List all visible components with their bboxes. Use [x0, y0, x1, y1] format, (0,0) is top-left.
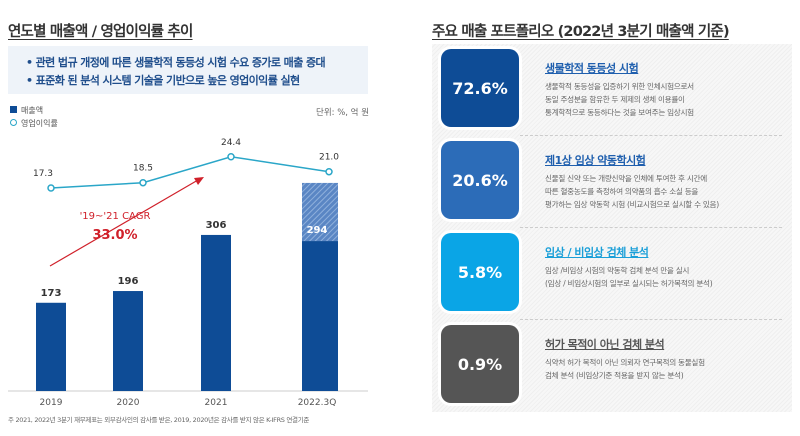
line-label: 21.0 [319, 153, 339, 163]
bar-label: 306 [206, 220, 227, 231]
margin-line [50, 155, 330, 189]
line-point [47, 184, 55, 192]
left-title: 연도별 매출액 / 영업이익률 추이 [8, 24, 193, 40]
item-title[interactable]: 제1상 임상 약동학시험 [545, 154, 646, 167]
desc-line: 동일 주성분을 함유한 두 제제의 생체 이용률이 [545, 95, 685, 104]
desc-line: 평가하는 임상 약동학 시험 (비교시험으로 실시할 수 있음) [545, 200, 719, 209]
desc-line: (임상 / 비임상시험의 일부로 실시되는 허가목적의 분석) [545, 279, 713, 288]
desc-line: 식약처 허가 목적이 아닌 의뢰자 연구목적의 동물실험 [545, 358, 705, 367]
unit-label: 단위: %, 억 원 [316, 108, 370, 118]
line-label: 17.3 [33, 169, 53, 179]
line-label: 18.5 [133, 164, 153, 174]
percent-box: 20.6% [441, 141, 519, 219]
line-legend-marker [10, 119, 17, 126]
item-description: 임상 /비임상 시험의 약동학 검체 분석 만을 실시 (임상 / 비임상시험의 … [545, 264, 790, 290]
cagr-arrow [49, 179, 199, 267]
x-tick-label: 2020 [117, 398, 140, 408]
projected-bar [302, 182, 338, 242]
combo-chart: 173 2019 196 2020 306 2021 294 2022.3Q 17.3 18.5 2… [8, 138, 368, 408]
bar-label: 196 [118, 276, 139, 287]
bar-legend-swatch [10, 106, 17, 113]
legend-label: 매출액 [21, 106, 44, 115]
desc-line: 따른 혈중농도를 측정하여 의약품의 흡수 소실 등을 [545, 187, 699, 196]
cagr-label: '19~'21 CAGR [80, 211, 151, 222]
desc-line: 통계학적으로 동등하다는 것을 보여주는 임상시험 [545, 108, 694, 117]
bar [201, 234, 231, 391]
right-title: 주요 매출 포트폴리오 (2022년 3분기 매출액 기준) [432, 24, 730, 40]
x-tick-label: 2022.3Q [298, 398, 337, 408]
bar [113, 291, 143, 391]
bar [36, 302, 66, 391]
legend-label: 영업이익률 [21, 119, 58, 128]
bullet: • 표준화 된 분석 시스템 기술을 기반으로 높은 영업이익률 실현 [26, 74, 300, 87]
line-point [325, 167, 333, 176]
arrow-head [194, 177, 204, 185]
divider [520, 135, 782, 136]
x-tick-label: 2021 [205, 398, 228, 408]
bullet: • 관련 법규 개정에 따른 생물학적 동등성 시험 수요 증가로 매출 증대 [26, 56, 326, 69]
percent-box: 0.9% [441, 325, 519, 403]
line-point [139, 178, 147, 187]
desc-line: 생물학적 동등성을 입증하기 위한 인체시험으로서 [545, 82, 694, 91]
desc-line: 신물질 신약 또는 개량신약을 인체에 투여한 후 시간에 [545, 174, 707, 183]
desc-line: 검체 분석 (비임상기준 적용을 받지 않는 분석) [545, 371, 684, 380]
line-point [227, 153, 235, 161]
x-tick-label: 2019 [40, 398, 63, 408]
footnote: 주 2021, 2022년 3분기 재무제표는 외부감사인의 감사를 받은, 2… [8, 416, 310, 424]
divider [520, 319, 782, 320]
item-title[interactable]: 생물학적 동등성 시험 [545, 62, 639, 75]
bar-label: 173 [41, 288, 62, 299]
legend: 매출액 영업이익률 [10, 104, 58, 130]
percent-box: 5.8% [441, 233, 519, 311]
percent-box: 72.6% [441, 49, 519, 127]
divider [520, 227, 782, 228]
item-title[interactable]: 임상 / 비임상 검체 분석 [545, 246, 649, 259]
summary-box: • 관련 법규 개정에 따른 생물학적 동등성 시험 수요 증가로 매출 증대 … [8, 46, 368, 94]
line-label: 24.4 [221, 138, 241, 148]
bar [302, 241, 338, 391]
desc-line: 임상 /비임상 시험의 약동학 검체 분석 만을 실시 [545, 266, 690, 275]
bar-label: 294 [307, 225, 328, 236]
item-title[interactable]: 허가 목적이 아닌 검체 분석 [545, 338, 665, 351]
cagr-value: 33.0% [92, 228, 137, 243]
